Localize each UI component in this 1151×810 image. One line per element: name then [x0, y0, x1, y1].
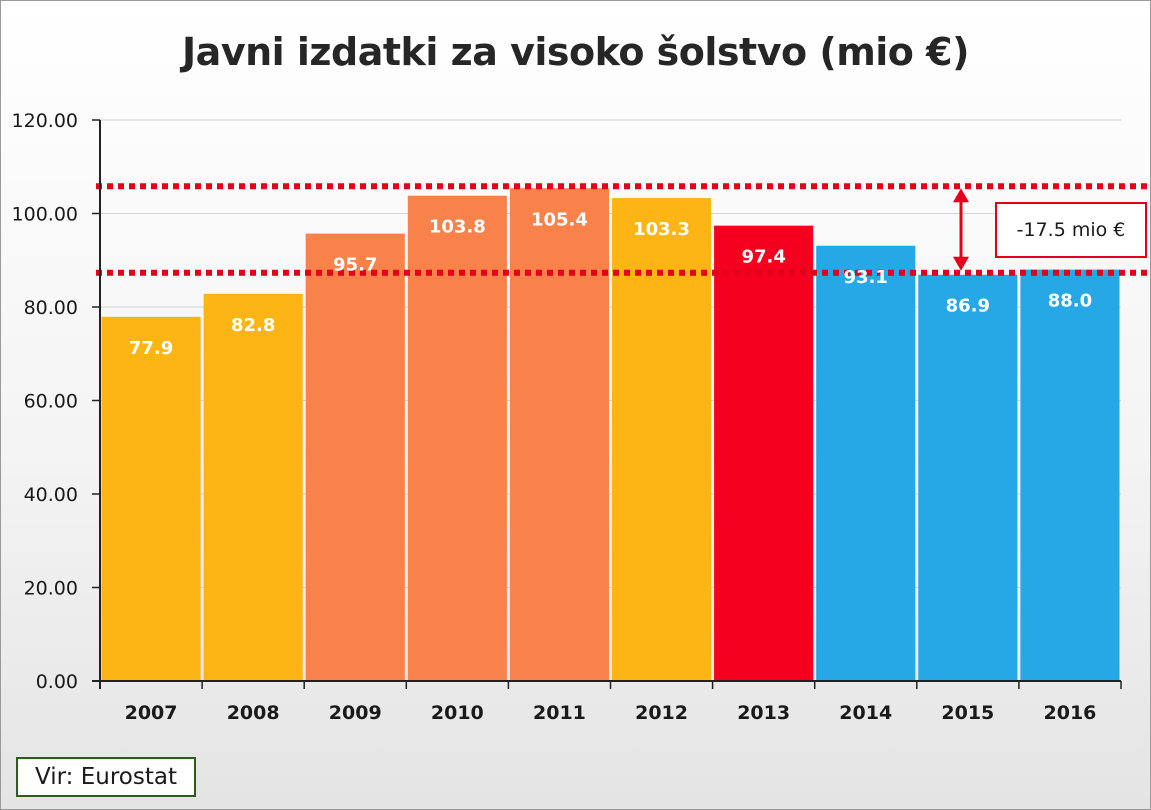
x-tick-label: 2012	[635, 702, 688, 724]
y-tick-label: 100.00	[12, 204, 78, 226]
value-label: 93.1	[844, 267, 888, 288]
bars	[101, 188, 1120, 682]
value-label: 103.3	[633, 219, 690, 240]
bar	[1020, 269, 1120, 681]
difference-callout: -17.5 mio €	[995, 202, 1147, 258]
bar	[101, 316, 201, 681]
value-label: 77.9	[129, 338, 173, 359]
axes: 0.00 20.00 40.00 60.00 80.00 100.00 120.00 2007…	[12, 110, 1122, 724]
y-tick-label: 80.00	[24, 297, 78, 319]
value-label: 82.8	[231, 315, 275, 336]
arrow-head-down	[953, 256, 969, 271]
x-tick-label: 2013	[737, 702, 790, 724]
arrow-head-up	[953, 188, 969, 203]
bar	[407, 195, 507, 682]
value-labels: 77.9 82.8 95.7 103.8 105.4 103.3 97.4 93.1 86.9 8…	[129, 209, 1092, 359]
bar	[305, 233, 405, 682]
value-label: 95.7	[333, 255, 377, 276]
y-tick-label: 60.00	[24, 391, 78, 413]
x-tick-label: 2011	[533, 702, 586, 724]
value-label: 86.9	[946, 296, 990, 317]
y-tick-label: 20.00	[24, 578, 78, 600]
x-tick-label: 2008	[227, 702, 280, 724]
chart-title: Javni izdatki za visoko šolstvo (mio €)	[182, 30, 969, 74]
x-tick-label: 2007	[125, 702, 178, 724]
source-label: Vir: Eurostat	[16, 757, 196, 797]
x-tick-label: 2009	[329, 702, 382, 724]
x-tick-label: 2015	[941, 702, 994, 724]
value-label: 88.0	[1048, 291, 1092, 312]
bar	[509, 188, 609, 681]
value-label: 97.4	[741, 247, 785, 268]
x-tick-label: 2014	[839, 702, 892, 724]
bar	[816, 245, 916, 681]
y-tick-label: 40.00	[24, 484, 78, 506]
y-tick-label: 0.00	[36, 671, 78, 693]
value-label: 105.4	[531, 209, 588, 230]
x-tick-label: 2016	[1044, 702, 1097, 724]
value-label: 103.8	[429, 217, 486, 238]
x-tick-label: 2010	[431, 702, 484, 724]
bar	[612, 198, 712, 681]
bar	[918, 274, 1018, 681]
reference-lines	[96, 183, 1151, 276]
bar	[714, 225, 814, 681]
bar	[203, 293, 303, 681]
y-tick-label: 120.00	[12, 110, 78, 132]
